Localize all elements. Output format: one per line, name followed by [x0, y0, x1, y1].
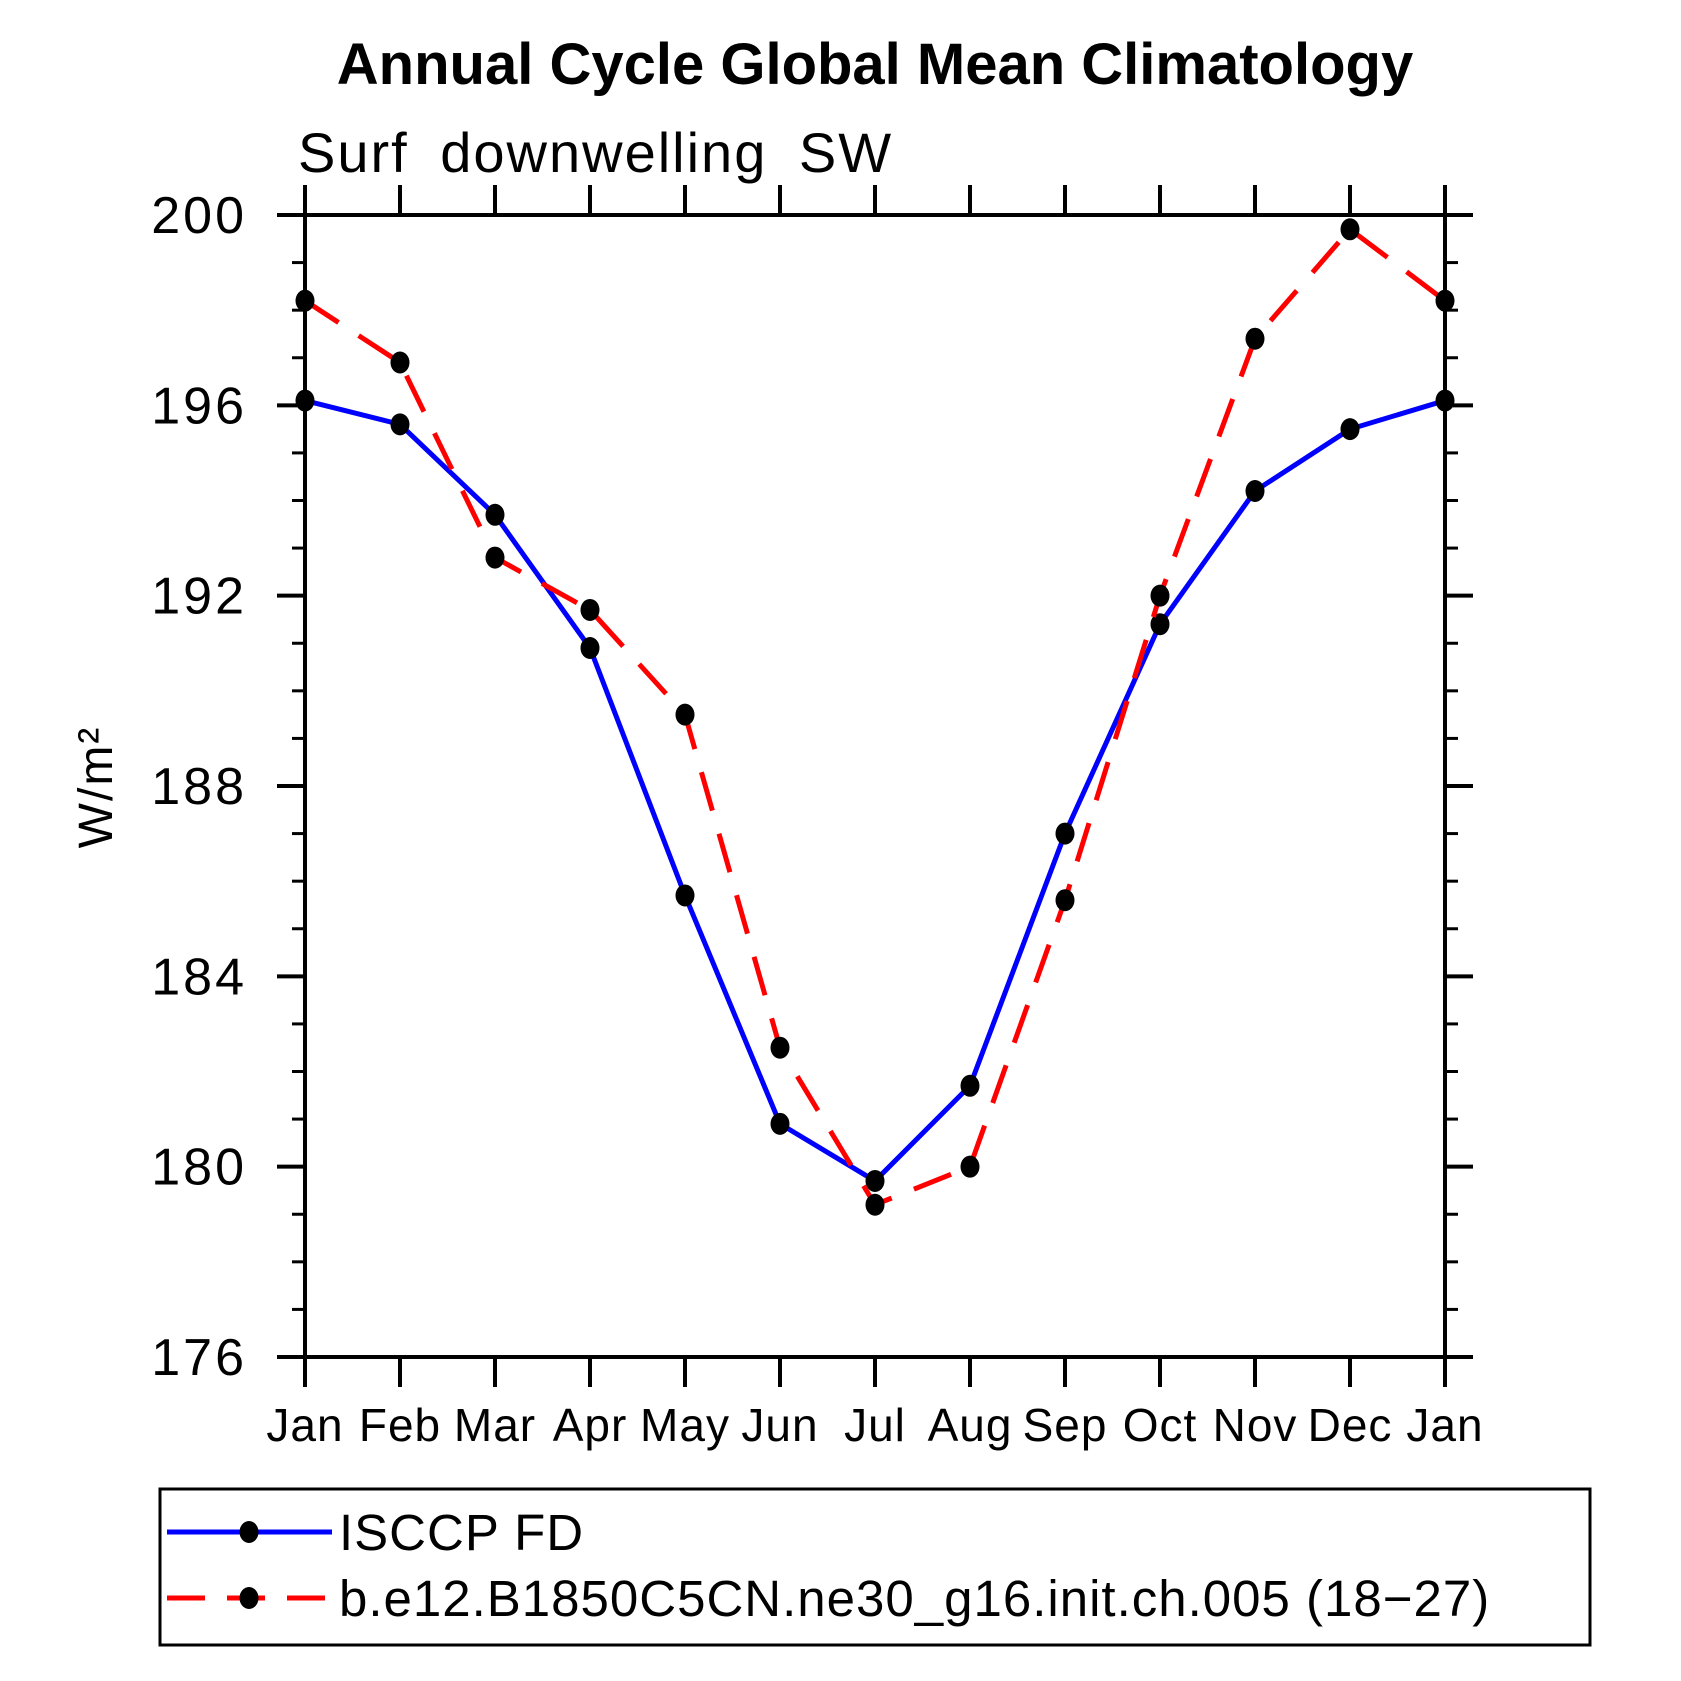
data-point — [1435, 289, 1455, 312]
x-tick-label: Jul — [844, 1399, 906, 1451]
legend-marker-isccp-fd — [239, 1521, 259, 1543]
x-tick-label: Jun — [741, 1399, 818, 1451]
x-tick-label: Dec — [1308, 1399, 1393, 1451]
axes: 176 180 184 188 192 196 200 Jan Feb Mar Apr May Jun J… — [151, 185, 1483, 1451]
x-tick-label: Mar — [454, 1399, 536, 1451]
x-tick-label: Nov — [1213, 1399, 1298, 1451]
data-point — [675, 703, 695, 726]
legend-label-model-run: b.e12.B1850C5CN.ne30_g16.init.ch.005 (18… — [339, 1570, 1490, 1627]
y-tick-label: 188 — [151, 758, 247, 816]
data-point — [960, 1074, 980, 1097]
data-point — [1245, 479, 1265, 502]
chart-title: Annual Cycle Global Mean Climatology — [337, 32, 1413, 97]
data-point — [1245, 327, 1265, 350]
data-point — [960, 1155, 980, 1178]
data-point — [580, 637, 600, 660]
data-point — [1055, 889, 1075, 912]
data-point — [1435, 389, 1455, 412]
y-tick-label: 196 — [151, 377, 247, 435]
data-point — [770, 1036, 790, 1059]
data-point — [295, 389, 315, 412]
x-tick-label: Feb — [359, 1399, 441, 1451]
y-axis-title: W/m² — [70, 726, 123, 849]
data-series — [295, 218, 1455, 1216]
data-point — [770, 1112, 790, 1135]
data-point — [1340, 218, 1360, 241]
data-point — [1150, 584, 1170, 607]
legend-marker-model-run — [239, 1587, 259, 1609]
data-point — [390, 351, 410, 374]
y-tick-label: 200 — [151, 187, 247, 245]
chart-subtitle: Surf downwelling SW — [298, 121, 893, 184]
data-point — [485, 503, 505, 526]
plot-frame — [303, 213, 1447, 1359]
data-point — [1340, 418, 1360, 441]
legend: ISCCP FD b.e12.B1850C5CN.ne30_g16.init.c… — [158, 1487, 1592, 1647]
x-tick-label: Jan — [266, 1399, 343, 1451]
data-point — [485, 546, 505, 569]
x-tick-label: Jan — [1406, 1399, 1483, 1451]
data-point — [865, 1193, 885, 1216]
data-point — [1055, 822, 1075, 845]
x-tick-label: Apr — [553, 1399, 628, 1451]
series-line-1 — [303, 225, 1447, 1208]
x-tick-label: Aug — [928, 1399, 1013, 1451]
y-tick-label: 184 — [151, 948, 247, 1006]
data-point — [865, 1169, 885, 1192]
y-tick-label: 180 — [151, 1139, 247, 1197]
x-tick-label: Oct — [1123, 1399, 1198, 1451]
data-point — [295, 289, 315, 312]
y-tick-label: 192 — [151, 568, 247, 626]
x-tick-label: May — [640, 1399, 730, 1451]
data-point — [1150, 613, 1170, 636]
data-point — [390, 413, 410, 436]
data-point — [580, 598, 600, 621]
legend-box — [158, 1487, 1592, 1647]
data-point — [675, 884, 695, 907]
x-tick-label: Sep — [1023, 1399, 1108, 1451]
legend-label-isccp-fd: ISCCP FD — [339, 1504, 584, 1561]
y-tick-label: 176 — [151, 1329, 247, 1387]
